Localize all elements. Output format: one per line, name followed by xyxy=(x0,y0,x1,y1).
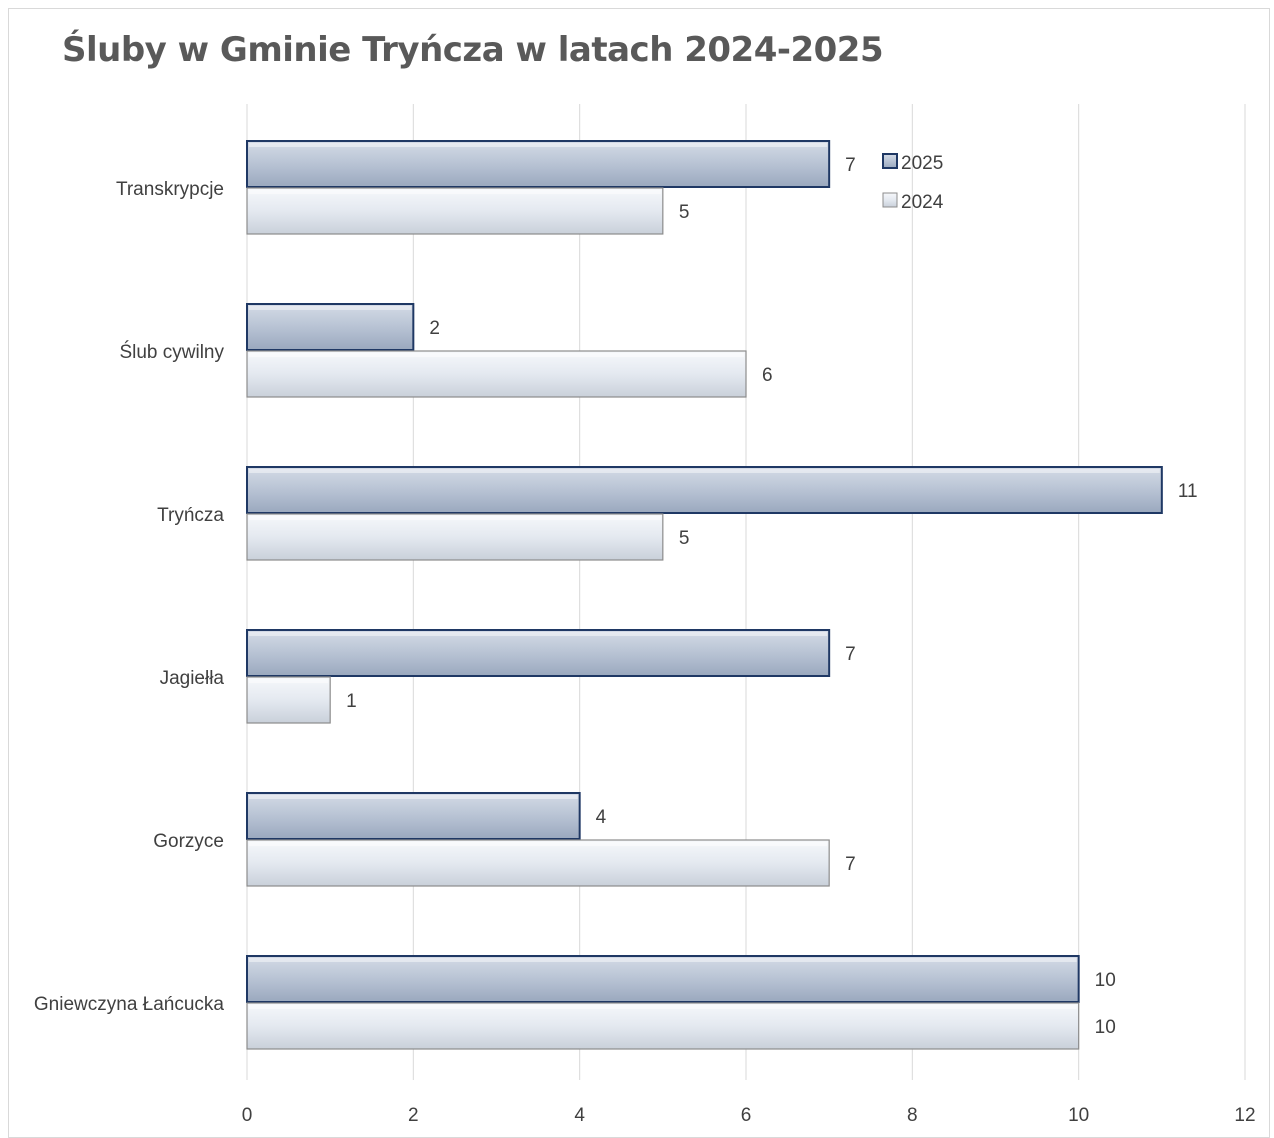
bar-highlight xyxy=(249,190,661,194)
data-label: 1 xyxy=(346,691,357,712)
x-tick-label: 0 xyxy=(242,1105,253,1124)
bar-highlight xyxy=(249,516,661,520)
bar-highlight xyxy=(249,1005,1077,1009)
legend-label: 2024 xyxy=(901,192,944,213)
data-label: 4 xyxy=(596,807,607,828)
data-label: 10 xyxy=(1095,1017,1116,1038)
legend-swatch-2024 xyxy=(882,192,898,208)
legend-swatch-2025 xyxy=(882,153,898,169)
chart-title: Śluby w Gminie Tryńcza w latach 2024-202… xyxy=(62,30,884,70)
bar-2024 xyxy=(246,676,331,724)
bar-highlight xyxy=(249,306,412,310)
data-label: 2 xyxy=(429,318,440,339)
data-label: 7 xyxy=(845,155,856,176)
data-label: 10 xyxy=(1095,970,1116,991)
category-label: Gniewczyna Łańcucka xyxy=(34,994,225,1015)
data-label: 5 xyxy=(679,528,690,549)
bar-2025 xyxy=(246,792,581,840)
data-label: 5 xyxy=(679,202,690,223)
bar-2024 xyxy=(246,513,664,561)
bar-highlight xyxy=(249,353,744,357)
bar-2025 xyxy=(246,466,1163,514)
bar-highlight xyxy=(249,679,329,683)
bar-2025 xyxy=(246,629,831,677)
data-label: 6 xyxy=(762,365,773,386)
x-tick-label: 6 xyxy=(741,1105,752,1124)
category-label: Transkrypcje xyxy=(116,179,224,200)
category-label: Gorzyce xyxy=(153,831,224,852)
x-tick-label: 12 xyxy=(1234,1105,1255,1124)
bar-2025 xyxy=(246,955,1080,1003)
bar-2025 xyxy=(246,303,415,351)
category-label: Ślub cywilny xyxy=(119,341,224,363)
bar-2024 xyxy=(246,350,747,398)
x-tick-label: 10 xyxy=(1068,1105,1089,1124)
bar-highlight xyxy=(249,842,828,846)
legend-label: 2025 xyxy=(901,153,943,174)
x-tick-label: 8 xyxy=(907,1105,918,1124)
bar-2024 xyxy=(246,839,830,887)
category-label: Jagiełła xyxy=(160,668,225,689)
category-label: Tryńcza xyxy=(157,505,224,526)
x-tick-label: 2 xyxy=(408,1105,419,1124)
bar-highlight xyxy=(249,143,828,147)
bar-2025 xyxy=(246,140,831,188)
data-label: 7 xyxy=(845,854,856,875)
x-tick-label: 4 xyxy=(574,1105,585,1124)
bar-highlight xyxy=(249,632,828,636)
bar-2024 xyxy=(246,187,664,235)
bar-highlight xyxy=(249,469,1160,473)
data-label: 11 xyxy=(1178,481,1198,502)
bar-2024 xyxy=(246,1002,1080,1050)
data-label: 7 xyxy=(845,644,856,665)
bar-highlight xyxy=(249,795,578,799)
bar-highlight xyxy=(249,958,1077,962)
